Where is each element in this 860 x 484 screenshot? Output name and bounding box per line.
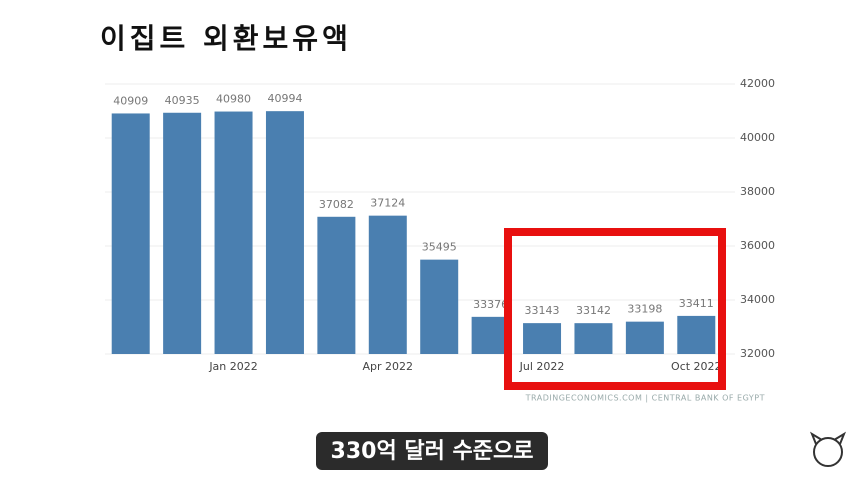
logo-icon <box>809 431 847 467</box>
value-label: 33411 <box>679 297 714 310</box>
caption-box <box>316 432 548 470</box>
x-tick-label: Oct 2022 <box>671 360 722 373</box>
value-label: 40994 <box>267 92 302 105</box>
value-label: 40909 <box>113 94 148 107</box>
bar <box>471 316 510 354</box>
y-tick-label: 40000 <box>740 131 775 144</box>
chart-title: 이집트 외환보유액 <box>100 22 352 55</box>
source-note: TRADINGECONOMICS.COM | CENTRAL BANK OF E… <box>525 394 765 403</box>
value-label: 37082 <box>319 198 354 211</box>
bar <box>265 111 304 354</box>
value-label: 33142 <box>576 304 611 317</box>
bar <box>574 323 613 354</box>
value-label: 37124 <box>370 197 405 210</box>
y-tick-label: 34000 <box>740 293 775 306</box>
value-label: 33198 <box>627 303 662 316</box>
highlight-box <box>504 228 726 390</box>
bar <box>111 113 150 354</box>
plot: 32000 34000 36000 38000 40000 42000 40909 40935… <box>105 77 775 373</box>
value-label: 33143 <box>525 304 560 317</box>
y-tick-label: 32000 <box>740 347 775 360</box>
bar <box>625 321 664 354</box>
y-tick-label: 42000 <box>740 77 775 90</box>
y-tick-label: 36000 <box>740 239 775 252</box>
value-label: 33376 <box>473 298 508 311</box>
bar <box>368 215 407 354</box>
bar <box>163 112 202 354</box>
value-label: 35495 <box>422 241 457 254</box>
bar <box>317 216 356 354</box>
bar <box>523 323 562 354</box>
y-tick-label: 38000 <box>740 185 775 198</box>
bar <box>677 315 716 354</box>
value-label: 40935 <box>165 94 200 107</box>
x-tick-label: Jul 2022 <box>519 360 565 373</box>
x-tick-label: Jan 2022 <box>208 360 257 373</box>
x-tick-label: Apr 2022 <box>363 360 414 373</box>
value-label: 40980 <box>216 93 251 106</box>
bar <box>420 259 459 354</box>
caption: 330억 달러 수준으로 <box>331 439 534 464</box>
bar <box>214 111 253 354</box>
